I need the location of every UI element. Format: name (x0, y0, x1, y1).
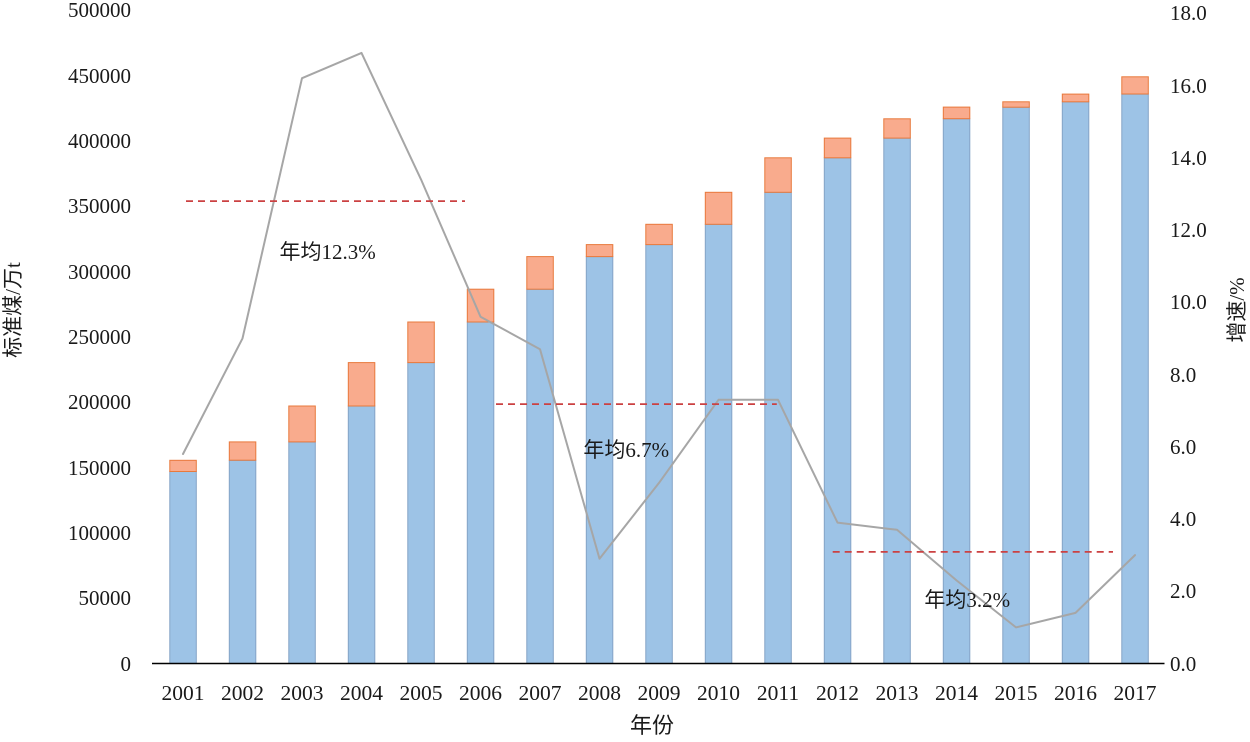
right-axis-tick-6.0: 6.0 (1170, 434, 1197, 459)
bar-increment-2007 (526, 256, 554, 290)
bar-increment-2011 (764, 157, 792, 193)
x-axis-tick-2008: 2008 (578, 681, 621, 705)
bar-base-2013 (883, 137, 911, 665)
right-axis-tick-4.0: 4.0 (1170, 507, 1197, 531)
bar-base-2008 (585, 256, 614, 664)
x-axis-tick-2015: 2015 (994, 681, 1038, 705)
bar-increment-2014 (942, 106, 971, 120)
right-axis-tick-18.0: 18.0 (1170, 1, 1207, 26)
bar-base-2003 (288, 441, 316, 664)
x-axis-tick-2002: 2002 (221, 681, 264, 705)
x-axis-tick-2004: 2004 (340, 681, 383, 705)
right-axis-tick-14.0: 14.0 (1170, 145, 1207, 170)
bar-base-2002 (228, 459, 257, 664)
bar-base-2014 (942, 118, 971, 665)
left-axis-tick-450000: 450000 (68, 63, 131, 88)
x-axis-tick-2009: 2009 (637, 681, 681, 705)
bar-base-2007 (526, 288, 554, 664)
x-axis-title: 年份 (629, 713, 675, 738)
right-axis-title: 增速/% (1225, 277, 1249, 343)
right-axis-tick-10.0: 10.0 (1170, 290, 1207, 315)
x-axis-tick-2005: 2005 (399, 681, 443, 705)
x-axis-tick-2006: 2006 (459, 681, 502, 705)
x-axis-tick-2012: 2012 (816, 681, 859, 705)
left-axis-tick-200000: 200000 (68, 390, 131, 415)
bar-increment-2001 (169, 459, 197, 472)
x-axis-tick-2011: 2011 (756, 681, 800, 705)
bar-increment-2017 (1121, 76, 1149, 95)
right-axis-tick-8.0: 8.0 (1170, 362, 1197, 387)
left-axis-tick-0: 0 (120, 651, 132, 676)
x-axis-tick-2007: 2007 (518, 681, 562, 705)
bar-increment-2013 (883, 118, 911, 139)
bar-base-2010 (704, 223, 733, 665)
growth-rate-line (182, 51, 1136, 629)
left-axis-tick-150000: 150000 (68, 455, 131, 480)
left-axis-tick-50000: 50000 (78, 586, 132, 611)
annotation-label-2: 年均6.7% (583, 438, 670, 463)
bar-base-2011 (764, 191, 792, 665)
bar-increment-2015 (1002, 101, 1030, 108)
annotation-label-3: 年均3.2% (924, 588, 1011, 613)
bar-increment-2012 (823, 137, 852, 159)
bar-base-2012 (823, 157, 852, 665)
left-axis-title: 标准煤/万t (1, 262, 25, 358)
left-axis-tick-300000: 300000 (68, 259, 131, 284)
bar-base-2015 (1002, 106, 1030, 665)
left-axis-tick-400000: 400000 (68, 128, 131, 153)
bar-increment-2009 (645, 223, 673, 246)
x-axis-tick-2001: 2001 (161, 681, 205, 705)
bar-base-2017 (1121, 93, 1149, 665)
right-axis-tick-16.0: 16.0 (1170, 73, 1207, 98)
bar-base-2001 (169, 471, 197, 664)
x-axis-tick-2014: 2014 (935, 681, 978, 705)
x-axis-tick-2017: 2017 (1113, 681, 1157, 705)
bar-increment-2010 (704, 191, 733, 225)
x-axis-tick-2016: 2016 (1054, 681, 1097, 705)
left-axis-tick-350000: 350000 (68, 194, 131, 219)
bar-increment-2002 (228, 441, 257, 461)
right-axis-tick-2.0: 2.0 (1170, 579, 1197, 604)
left-axis-tick-250000: 250000 (68, 324, 131, 349)
left-axis-tick-500000: 500000 (68, 0, 131, 23)
annotation-label-1: 年均12.3% (279, 239, 376, 264)
bar-base-2006 (466, 321, 495, 664)
bar-increment-2016 (1061, 93, 1090, 103)
bar-base-2004 (347, 405, 376, 664)
bar-increment-2004 (347, 362, 376, 407)
bar-base-2005 (407, 362, 435, 664)
left-axis-tick-100000: 100000 (68, 520, 131, 545)
x-axis-tick-2013: 2013 (875, 681, 919, 705)
bar-increment-2008 (585, 244, 614, 258)
x-axis-tick-2010: 2010 (697, 681, 740, 705)
right-axis-tick-12.0: 12.0 (1170, 218, 1207, 242)
bar-increment-2003 (288, 405, 316, 443)
bar-base-2016 (1061, 101, 1090, 665)
x-axis-tick-2003: 2003 (280, 681, 324, 705)
bar-increment-2005 (407, 321, 435, 364)
right-axis-tick-0.0: 0.0 (1170, 651, 1197, 676)
